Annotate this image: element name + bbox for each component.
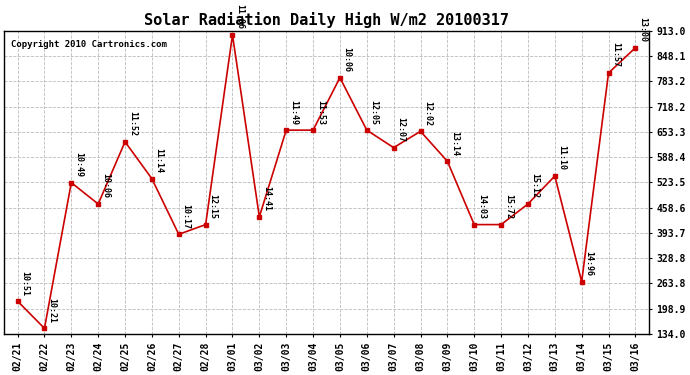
Text: 15:12: 15:12 xyxy=(531,173,540,198)
Text: 13:14: 13:14 xyxy=(450,130,459,156)
Text: 14:96: 14:96 xyxy=(584,251,593,276)
Text: Copyright 2010 Cartronics.com: Copyright 2010 Cartronics.com xyxy=(10,40,166,49)
Text: 11:52: 11:52 xyxy=(128,111,137,136)
Text: 11:06: 11:06 xyxy=(235,4,244,29)
Title: Solar Radiation Daily High W/m2 20100317: Solar Radiation Daily High W/m2 20100317 xyxy=(144,12,509,28)
Text: 11:53: 11:53 xyxy=(316,100,325,124)
Text: 11:57: 11:57 xyxy=(611,42,620,68)
Text: 10:17: 10:17 xyxy=(181,204,190,229)
Text: 12:05: 12:05 xyxy=(370,100,379,124)
Text: 10:51: 10:51 xyxy=(21,271,30,296)
Text: 13:00: 13:00 xyxy=(638,17,647,42)
Text: 12:02: 12:02 xyxy=(423,101,432,126)
Text: 10:21: 10:21 xyxy=(47,298,57,323)
Text: 11:49: 11:49 xyxy=(289,100,298,124)
Text: 12:07: 12:07 xyxy=(397,117,406,142)
Text: 15:72: 15:72 xyxy=(504,194,513,219)
Text: 12:15: 12:15 xyxy=(208,194,217,219)
Text: 10:49: 10:49 xyxy=(74,152,83,177)
Text: 14:41: 14:41 xyxy=(262,186,271,211)
Text: 11:10: 11:10 xyxy=(558,146,566,171)
Text: 10:06: 10:06 xyxy=(343,47,352,72)
Text: 14:03: 14:03 xyxy=(477,194,486,219)
Text: 11:14: 11:14 xyxy=(155,148,164,173)
Text: 10:06: 10:06 xyxy=(101,173,110,198)
